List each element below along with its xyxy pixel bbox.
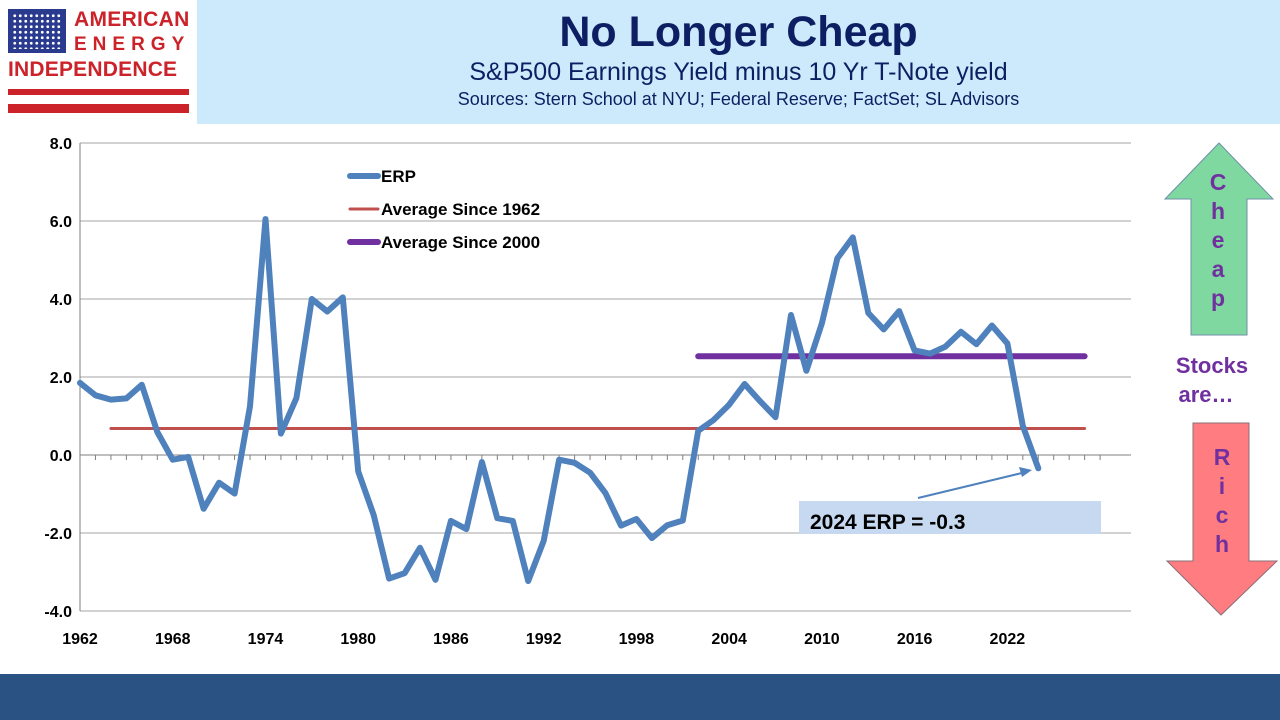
rich-letter: c	[1216, 502, 1229, 528]
logo: AMERICAN ENERGY INDEPENDENCE	[0, 0, 197, 124]
legend: ERP Average Since 1962 Average Since 2000	[347, 167, 540, 252]
x-tick-label: 1986	[433, 631, 469, 648]
y-tick-label: 0.0	[50, 448, 72, 465]
grid-lines	[79, 142, 1131, 612]
legend-label: ERP	[381, 167, 416, 186]
y-tick-label: 2.0	[50, 370, 72, 387]
y-tick-label: 6.0	[50, 214, 72, 231]
annotation-text: 2024 ERP = -0.3	[810, 511, 965, 534]
logo-stripe	[8, 104, 189, 113]
rich-letter: i	[1219, 473, 1225, 499]
us-flag-icon	[8, 9, 66, 53]
x-tick-label: 2022	[990, 631, 1026, 648]
erp-series-line	[77, 216, 1042, 584]
annotation-arrowhead	[1019, 467, 1032, 477]
y-axis-labels: 8.0 6.0 4.0 2.0 0.0 -2.0 -4.0	[44, 136, 72, 621]
x-tick-label: 1992	[526, 631, 562, 648]
x-tick-label: 1968	[155, 631, 191, 648]
legend-label: Average Since 2000	[381, 233, 540, 252]
x-tick-label: 1974	[248, 631, 284, 648]
x-tick-label: 2010	[804, 631, 840, 648]
annotation-arrow-line	[917, 472, 1023, 499]
stocks-label: Stocks	[1176, 353, 1248, 378]
x-tick-label: 1962	[62, 631, 98, 648]
page-title: No Longer Cheap	[559, 8, 918, 56]
header-banner	[197, 0, 1280, 124]
series-lines	[77, 216, 1088, 584]
rich-letter: R	[1214, 444, 1231, 470]
sources-note: Sources: Stern School at NYU; Federal Re…	[457, 89, 1020, 109]
logo-line1: AMERICAN	[74, 8, 190, 31]
x-axis-labels: 1962 1968 1974 1980 1986 1992 1998 2004 2010 2016…	[62, 631, 1025, 648]
cheap-letter: e	[1212, 227, 1225, 253]
x-tick-label: 2004	[711, 631, 747, 648]
logo-line3: INDEPENDENCE	[8, 58, 178, 81]
y-tick-label: -2.0	[44, 526, 72, 543]
x-tick-label: 1998	[619, 631, 655, 648]
annotation: 2024 ERP = -0.3	[799, 467, 1101, 534]
y-tick-label: -4.0	[44, 604, 72, 621]
x-tick-label: 2016	[897, 631, 933, 648]
rich-letter: h	[1215, 531, 1229, 557]
y-tick-label: 8.0	[50, 136, 72, 153]
erp-chart: 8.0 6.0 4.0 2.0 0.0 -2.0 -4.0 1962 1968 1974 1980…	[44, 136, 1279, 648]
x-tick-label: 1980	[340, 631, 376, 648]
logo-line2: ENERGY	[74, 34, 191, 55]
chart-subtitle: S&P500 Earnings Yield minus 10 Yr T-Note…	[469, 58, 1008, 86]
are-label: are…	[1178, 382, 1233, 407]
logo-stripe	[8, 89, 189, 95]
cheap-letter: p	[1211, 285, 1225, 311]
legend-label: Average Since 1962	[381, 200, 540, 219]
y-tick-label: 4.0	[50, 292, 72, 309]
cheap-letter: a	[1212, 256, 1225, 282]
footer-bar	[0, 674, 1280, 720]
annotation-box	[799, 501, 1101, 534]
rich-arrow	[1165, 422, 1279, 616]
cheap-letter: h	[1211, 198, 1225, 224]
cheap-letter: C	[1210, 169, 1227, 195]
cheap-arrow	[1163, 142, 1275, 336]
